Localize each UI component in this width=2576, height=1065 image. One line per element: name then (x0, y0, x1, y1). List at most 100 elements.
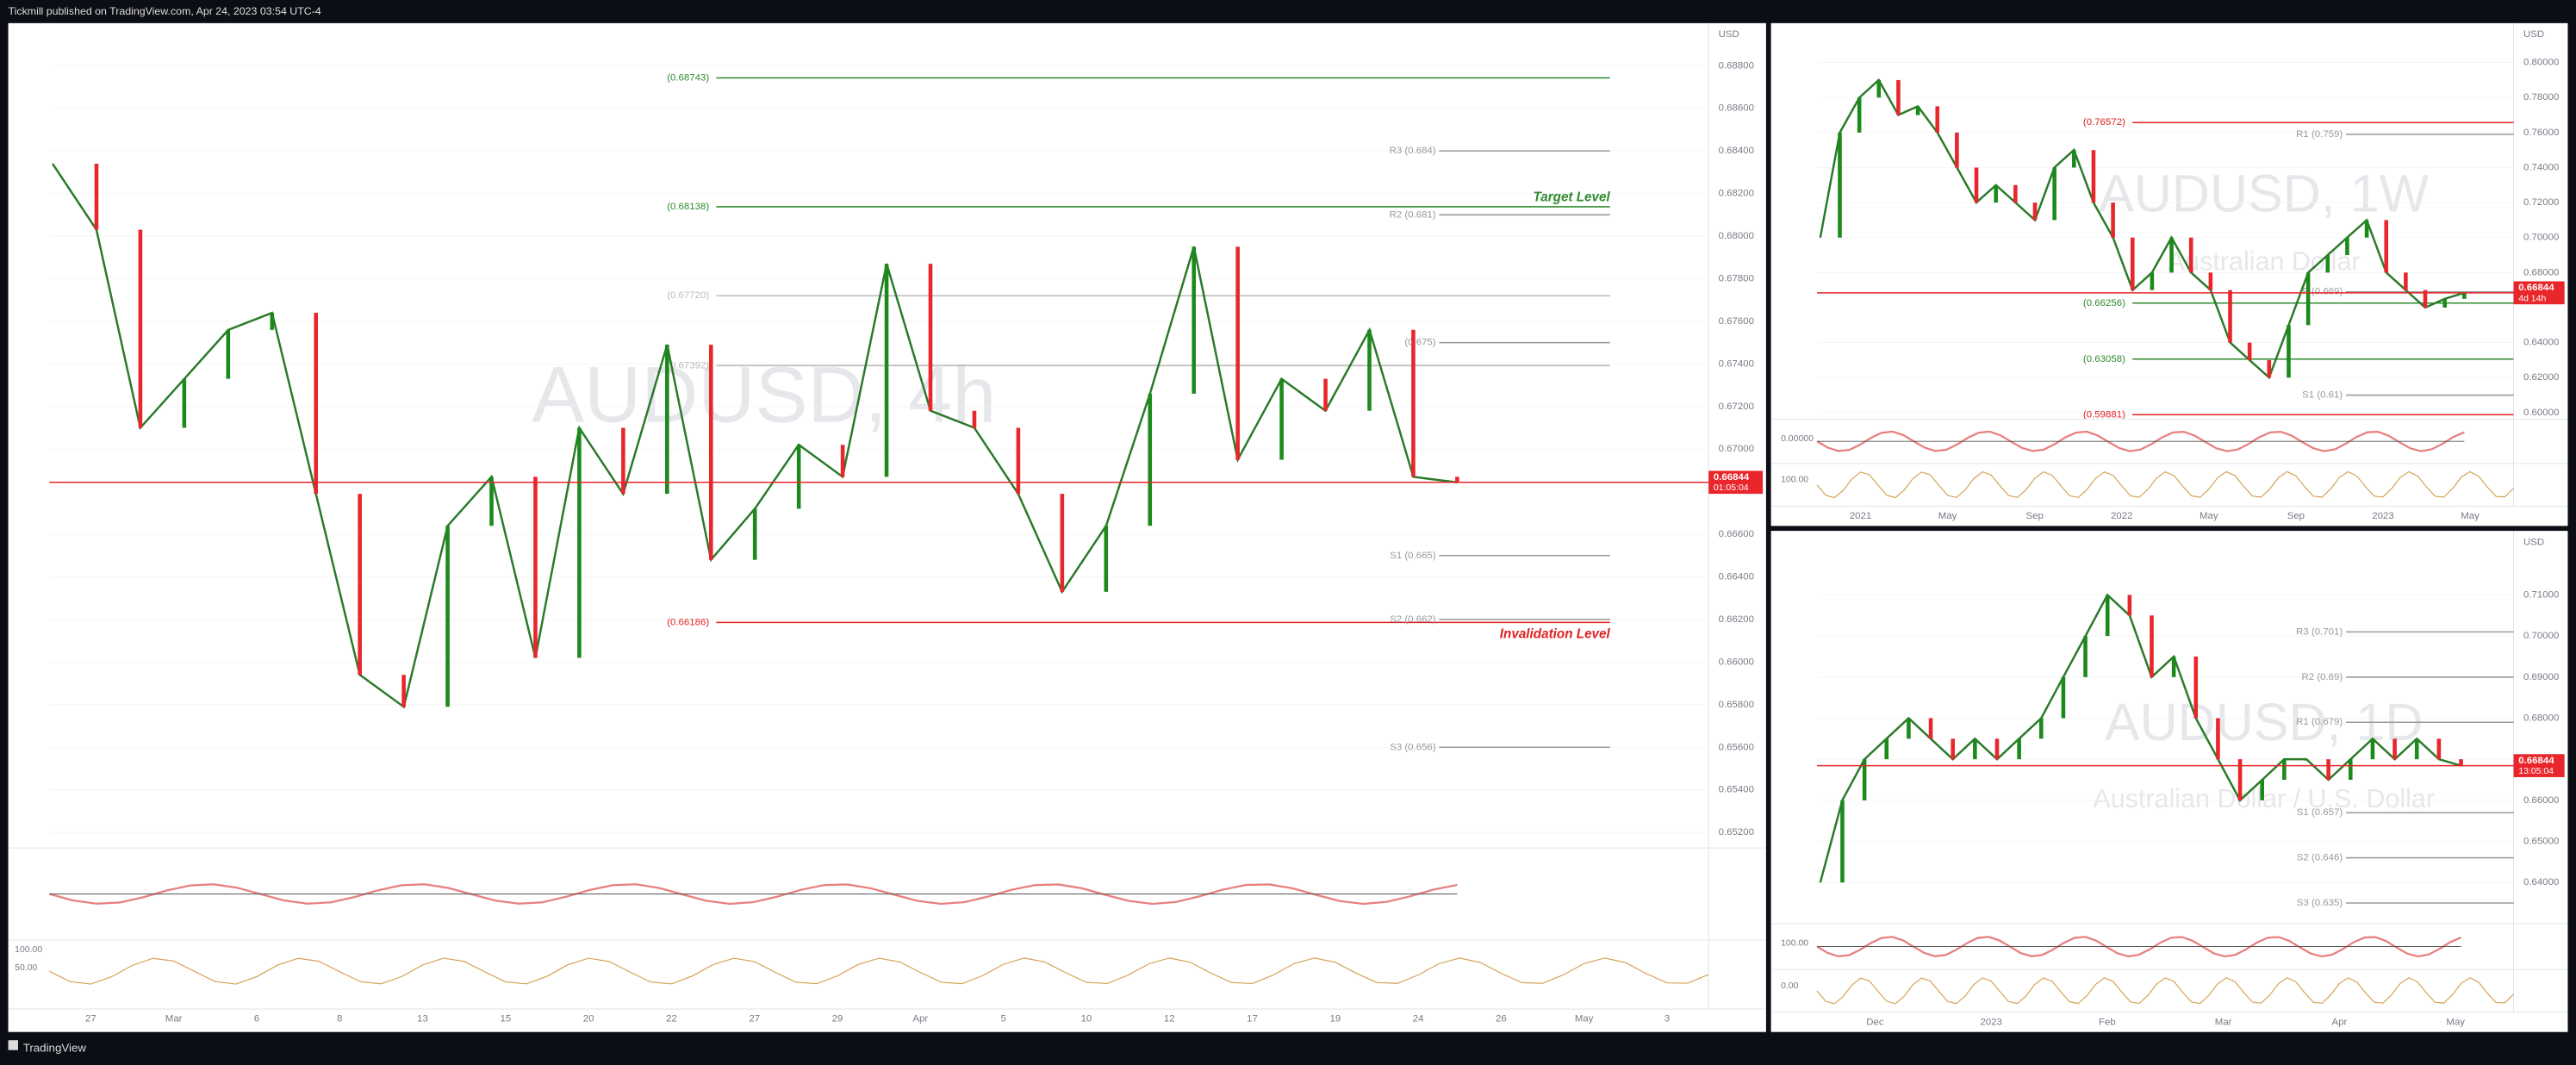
candle (1994, 184, 1998, 203)
level-label: P (0.669) (2302, 287, 2343, 297)
price-tick-label: 0.68800 (1719, 60, 1754, 71)
price-tick-label: 0.78000 (2523, 92, 2559, 103)
candle (2325, 255, 2330, 273)
candle (1928, 718, 1933, 739)
x-tick-label: 8 (337, 1013, 342, 1024)
candle (2013, 184, 2018, 203)
panel (8, 22, 1766, 1032)
price-tick-label: 0.70000 (2523, 631, 2559, 641)
x-tick-label: 2022 (2111, 511, 2132, 521)
candle (533, 476, 538, 658)
currency: USD (1719, 29, 1739, 40)
osc-label: 100.00 (1781, 938, 1808, 948)
candle (2392, 738, 2397, 760)
oscillator (48, 883, 1458, 906)
price-tick-label: 0.66200 (1719, 614, 1754, 625)
candle (1994, 738, 2000, 760)
currency: USD (2523, 29, 2544, 40)
current-price: 0.66844 (2518, 756, 2554, 766)
candle (1857, 97, 1862, 133)
candle (2208, 272, 2213, 290)
candle (2260, 779, 2265, 800)
price-tick-label: 0.64000 (2523, 877, 2559, 888)
candle (1060, 494, 1065, 592)
currency: USD (2523, 537, 2544, 547)
stochastic (1816, 977, 2514, 1005)
candle (2304, 759, 2309, 761)
stochastic (48, 957, 1709, 985)
candle (2414, 738, 2419, 760)
level-label: (0.67392) (667, 360, 709, 371)
current-price: 0.66844 (1714, 472, 1750, 483)
panel (1770, 22, 2568, 526)
price-tick-label: 0.69000 (2523, 672, 2559, 682)
candle (182, 378, 187, 428)
candle (1367, 329, 1372, 411)
annotation: Invalidation Level (1500, 626, 1611, 641)
price-tick-label: 0.66000 (2523, 795, 2559, 806)
candle (138, 229, 143, 428)
x-tick-label: 24 (1413, 1013, 1424, 1024)
x-tick-label: May (1938, 511, 1957, 521)
osc-label: 0.00000 (1781, 434, 1814, 444)
x-tick-label: 22 (666, 1013, 677, 1024)
price-tick-label: 0.65200 (1719, 827, 1754, 838)
candle (2404, 272, 2408, 290)
price-tick-label: 0.62000 (2523, 372, 2559, 383)
candle (621, 427, 625, 495)
current-price-box (1708, 470, 1764, 495)
candle (1411, 329, 1416, 477)
x-tick-label: 5 (1000, 1013, 1005, 1024)
candle (270, 313, 275, 330)
x-tick-label: 20 (583, 1013, 594, 1024)
candle (2052, 167, 2056, 221)
candle (314, 313, 319, 495)
price-tick-label: 0.65400 (1719, 785, 1754, 795)
x-tick-label: 2023 (1980, 1017, 2001, 1027)
price-tick-label: 0.67400 (1719, 358, 1754, 369)
level-label: S1 (0.61) (2302, 390, 2343, 401)
candle (1862, 759, 1867, 800)
osc-label: 0.00 (1781, 981, 1799, 991)
x-tick-label: May (2461, 511, 2480, 521)
candle (2364, 220, 2369, 238)
candle (884, 264, 889, 477)
countdown: 13:05:04 (2518, 767, 2554, 776)
candle (2127, 595, 2132, 616)
level-label: (0.675) (1404, 338, 1435, 348)
candle (1974, 167, 1979, 203)
level-label: S1 (0.657) (2297, 807, 2343, 818)
candle (1951, 738, 1955, 760)
candle (1323, 378, 1328, 411)
candle (577, 427, 582, 658)
candle (2091, 150, 2096, 203)
countdown: 01:05:04 (1714, 483, 1749, 493)
x-tick-label: 3 (1664, 1013, 1670, 1024)
candle (2188, 237, 2193, 273)
level-label: (0.66256) (2083, 298, 2125, 308)
price-tick-label: 0.68000 (2523, 267, 2559, 277)
price-tick-label: 0.67000 (1719, 444, 1754, 454)
x-tick-label: 19 (1329, 1013, 1341, 1024)
current-price-box (2513, 281, 2565, 305)
price-tick-label: 0.65000 (2523, 837, 2559, 847)
candle (2150, 272, 2155, 290)
level-label: S1 (0.665) (1390, 551, 1436, 561)
candle (2462, 292, 2467, 299)
candle (708, 345, 713, 560)
x-tick-label: May (2200, 511, 2218, 521)
header: Tickmill published on TradingView.com, A… (9, 5, 321, 17)
level-label: S3 (0.656) (1390, 742, 1436, 752)
candle (2237, 759, 2243, 800)
candle (489, 476, 494, 526)
candle (1840, 800, 1845, 883)
price-tick-label: 0.65600 (1719, 742, 1754, 752)
x-tick-label: Mar (165, 1013, 183, 1024)
level-label: (0.68743) (667, 72, 709, 83)
candle (2130, 237, 2135, 290)
candle (1973, 738, 1977, 760)
candle (1104, 526, 1109, 592)
candle (752, 508, 757, 560)
price-tick-label: 0.64000 (2523, 338, 2559, 348)
price-tick-label: 0.68000 (2523, 713, 2559, 723)
